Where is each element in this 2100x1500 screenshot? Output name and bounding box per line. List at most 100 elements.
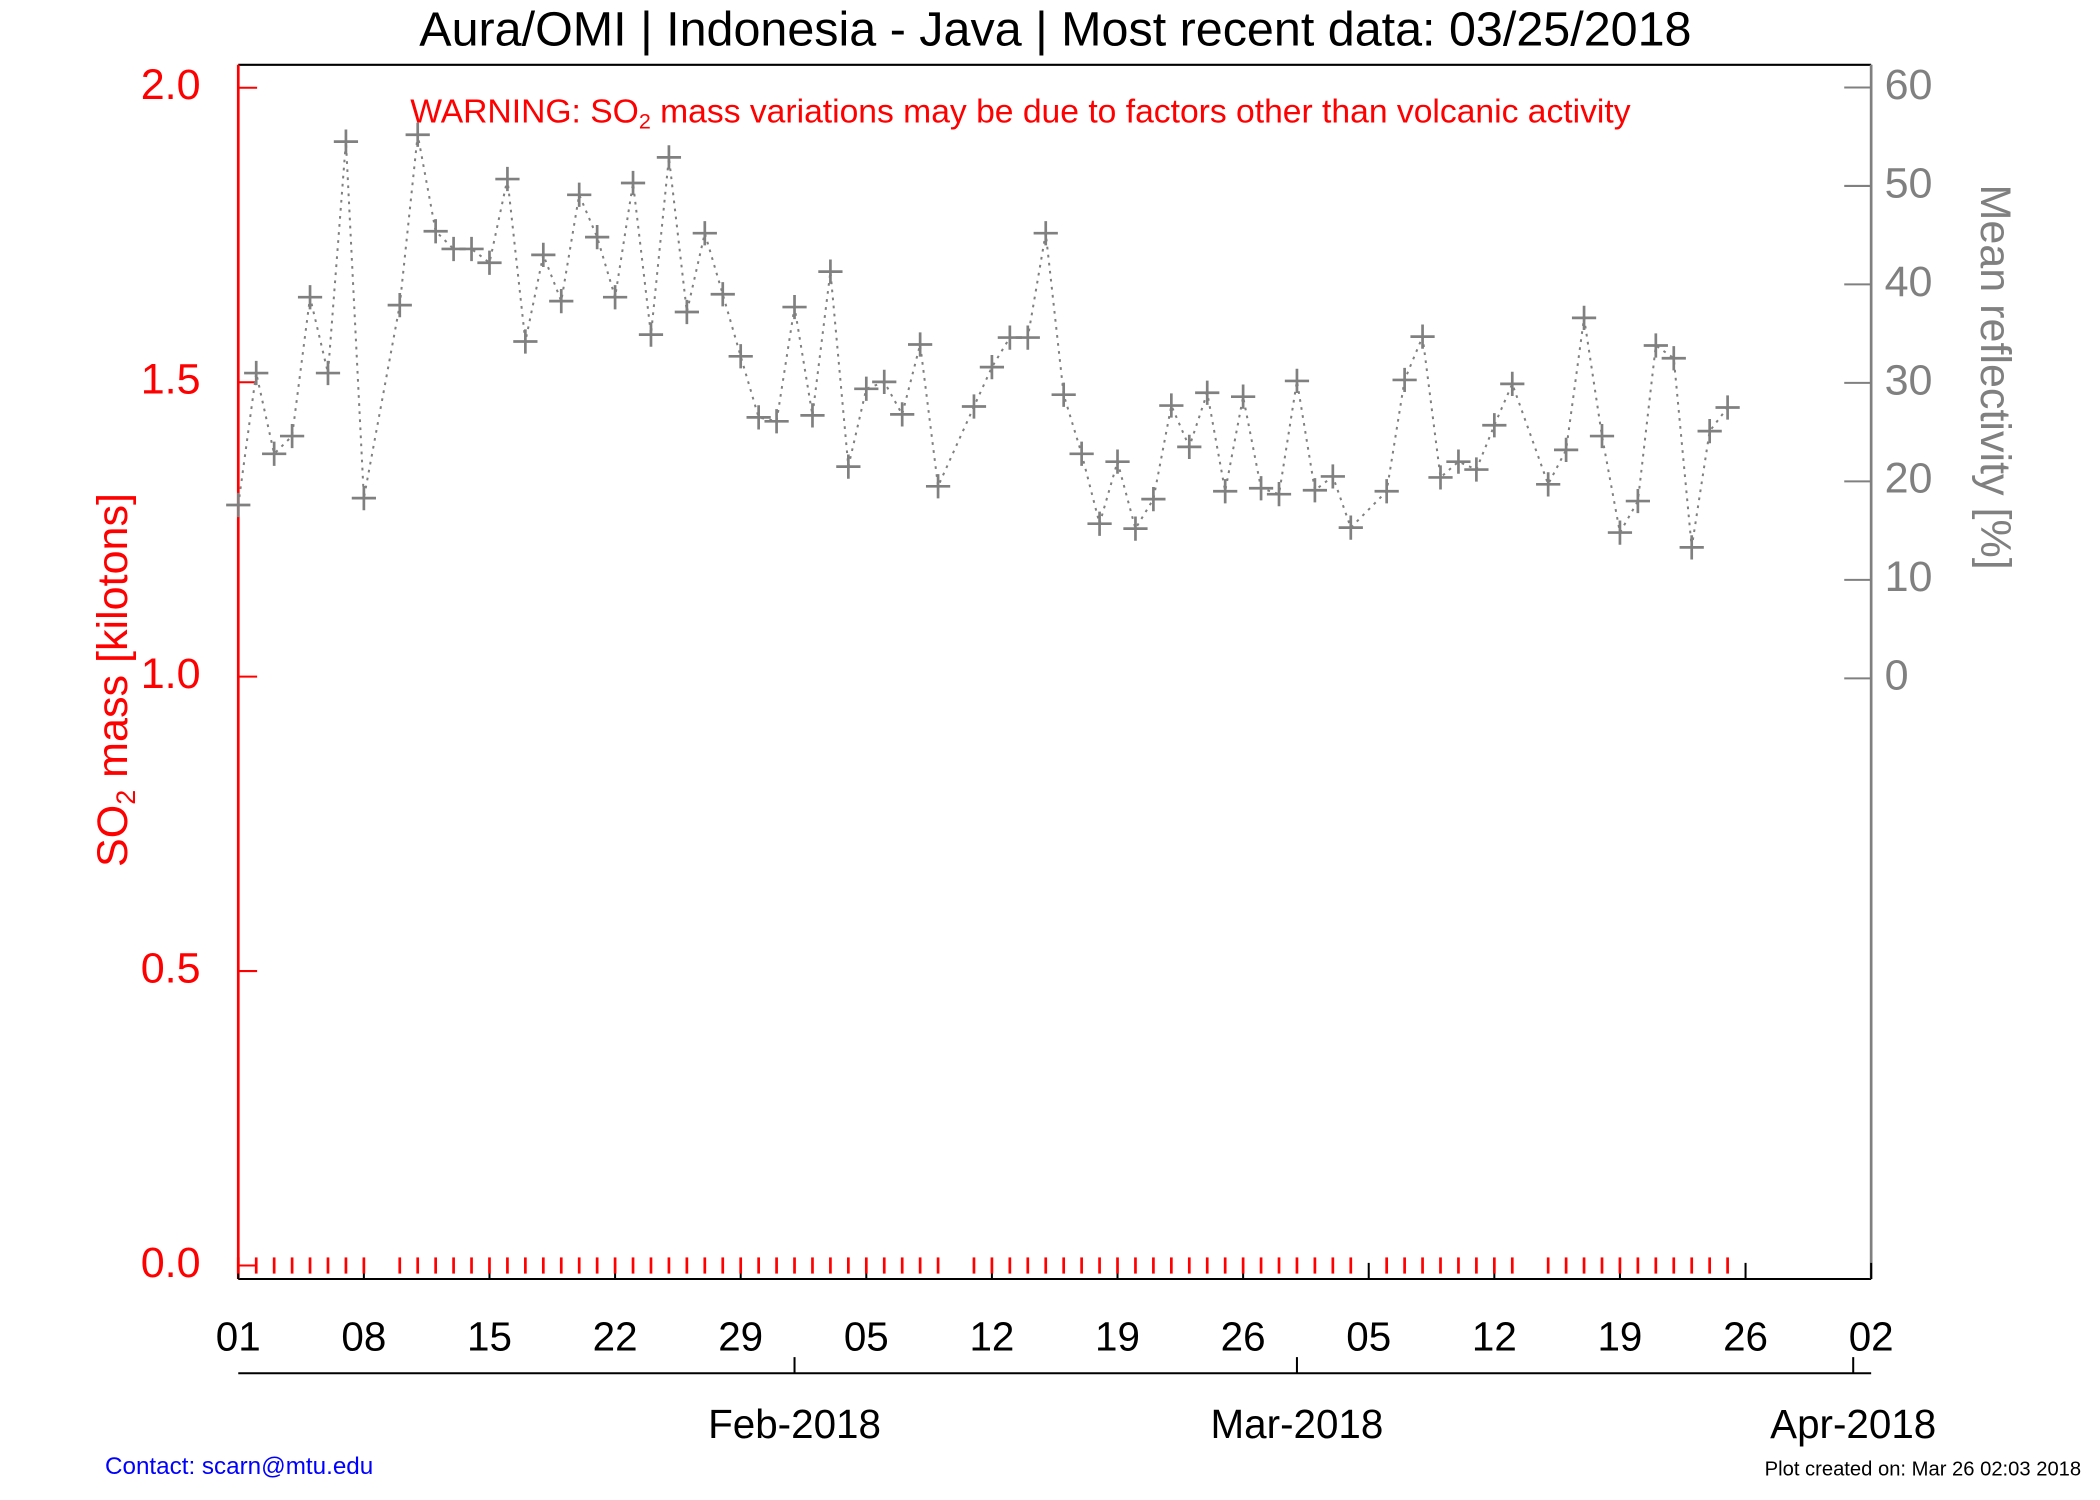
month-label: Feb-2018 xyxy=(708,1401,881,1447)
cross-marker xyxy=(513,329,538,354)
y-axis-label: SO2 mass [kilotons] xyxy=(89,493,141,867)
cross-marker xyxy=(1051,382,1076,407)
y-tick-label: 1.0 xyxy=(141,650,201,698)
y-label-text: SO xyxy=(89,805,137,867)
cross-marker xyxy=(1500,371,1525,396)
x-tick-label: 12 xyxy=(1472,1313,1517,1359)
cross-marker xyxy=(405,122,430,147)
cross-marker xyxy=(1410,324,1435,349)
contact: Contact: scarn@mtu.edu xyxy=(105,1453,373,1480)
cross-marker xyxy=(710,282,735,307)
cross-marker xyxy=(1213,479,1238,504)
cross-marker xyxy=(495,166,520,192)
cross-marker xyxy=(477,250,502,275)
cross-marker xyxy=(1697,419,1722,444)
cross-marker xyxy=(279,423,305,449)
cross-marker xyxy=(1428,465,1453,490)
cross-marker xyxy=(979,355,1005,380)
cross-marker xyxy=(836,454,861,479)
cross-marker xyxy=(1607,520,1633,545)
cross-marker xyxy=(1069,441,1094,466)
cross-marker xyxy=(1284,368,1310,394)
x-tick-label: 15 xyxy=(467,1313,512,1359)
cross-marker xyxy=(1392,367,1417,393)
cross-marker xyxy=(1374,479,1399,504)
chart-title: Aura/OMI | Indonesia - Java | Most recen… xyxy=(419,2,1691,56)
y-tick-label: 1.5 xyxy=(141,356,201,404)
cross-marker xyxy=(244,360,269,386)
created-note: Plot created on: Mar 26 02:03 2018 xyxy=(1765,1459,2081,1481)
cross-marker xyxy=(262,441,287,466)
cross-marker xyxy=(1482,413,1507,438)
x-tick-label: 08 xyxy=(341,1313,386,1359)
y-tick-label: 0.5 xyxy=(141,944,201,992)
y-label-sub: 2 xyxy=(111,790,141,805)
y-tick-label: 0.0 xyxy=(141,1239,201,1287)
y-label-text: mass [kilotons] xyxy=(89,493,137,790)
cross-marker xyxy=(818,259,843,284)
cross-marker xyxy=(1195,380,1220,405)
cross-marker xyxy=(423,219,448,244)
cross-marker xyxy=(890,402,915,427)
cross-marker xyxy=(961,394,987,419)
cross-marker xyxy=(567,182,592,207)
warning-text: mass variations may be due to factors ot… xyxy=(651,93,1631,130)
cross-marker xyxy=(1715,395,1740,420)
cross-marker xyxy=(297,285,323,310)
x-tick-label: 22 xyxy=(593,1313,638,1359)
cross-marker xyxy=(1015,325,1040,350)
y2-tick-label: 40 xyxy=(1885,258,1933,306)
cross-marker xyxy=(1087,511,1112,536)
cross-marker xyxy=(1338,515,1363,540)
cross-marker xyxy=(638,322,664,347)
y2-axis-label: Mean reflectivity [%] xyxy=(1971,184,2019,569)
cross-marker xyxy=(1446,449,1471,474)
cross-marker xyxy=(1159,393,1184,418)
warning-sub: 2 xyxy=(639,109,651,133)
x-tick-label: 26 xyxy=(1221,1313,1266,1359)
cross-marker xyxy=(1033,221,1058,246)
cross-marker xyxy=(925,474,951,499)
cross-marker xyxy=(1266,482,1292,507)
cross-marker xyxy=(549,289,574,314)
x-tick-label: 01 xyxy=(216,1313,261,1359)
cross-marker xyxy=(1536,472,1561,497)
cross-marker xyxy=(854,376,879,401)
cross-marker xyxy=(1320,464,1345,489)
cross-marker xyxy=(1302,478,1328,503)
cross-marker xyxy=(1625,488,1650,514)
cross-marker xyxy=(1554,437,1579,462)
x-tick-label: 19 xyxy=(1095,1313,1140,1359)
cross-marker xyxy=(333,129,359,154)
cross-marker xyxy=(800,403,825,428)
cross-marker xyxy=(782,294,807,320)
y2-tick-label: 30 xyxy=(1885,356,1933,404)
x-tick-label: 12 xyxy=(969,1313,1014,1359)
warning-text: WARNING: SO xyxy=(410,93,639,130)
x-tick-label: 26 xyxy=(1723,1313,1768,1359)
x-tick-label: 02 xyxy=(1849,1313,1894,1359)
cross-marker xyxy=(226,492,251,518)
cross-marker xyxy=(764,409,789,434)
cross-marker xyxy=(692,221,717,246)
y2-tick-label: 10 xyxy=(1885,553,1933,601)
cross-marker xyxy=(1643,333,1668,358)
cross-marker xyxy=(656,145,682,170)
cross-marker xyxy=(585,225,610,250)
cross-marker xyxy=(620,170,646,196)
x-tick-label: 29 xyxy=(718,1313,763,1359)
cross-marker xyxy=(1571,305,1597,331)
cross-marker xyxy=(746,405,771,430)
cross-marker xyxy=(1679,535,1704,560)
cross-marker xyxy=(1464,457,1489,482)
month-label: Apr-2018 xyxy=(1770,1401,1936,1447)
x-tick-label: 05 xyxy=(844,1313,889,1359)
cross-marker xyxy=(315,360,341,386)
cross-marker xyxy=(459,236,484,262)
cross-marker xyxy=(908,332,933,357)
y2-tick-label: 0 xyxy=(1885,652,1909,700)
x-tick-label: 19 xyxy=(1597,1313,1642,1359)
cross-marker xyxy=(728,344,753,369)
series-line xyxy=(237,134,1729,548)
